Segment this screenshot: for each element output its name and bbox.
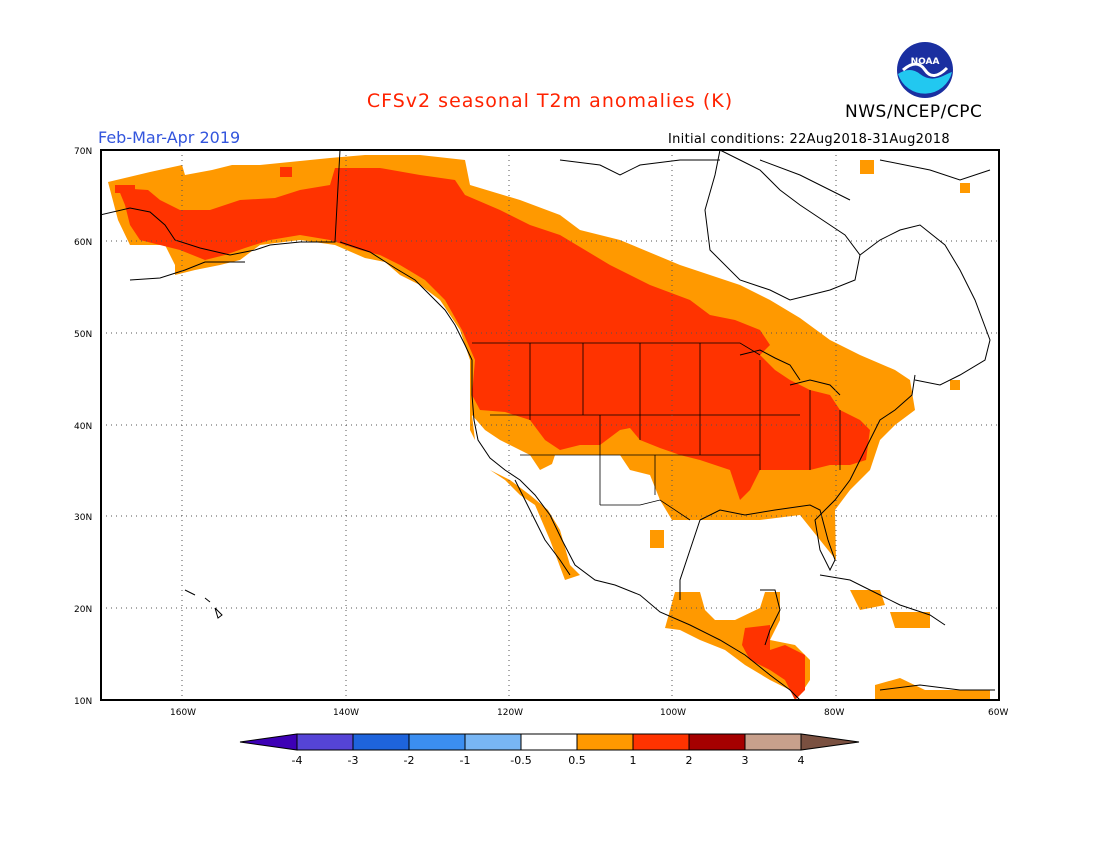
lon-axis: 160W 140W 120W 100W 80W 60W	[170, 708, 1008, 718]
lat-tick-label: 10N	[74, 697, 92, 707]
colorbar-label: -3	[348, 754, 359, 767]
lon-tick-label: 100W	[660, 708, 686, 718]
colorbar-label: 0.5	[568, 754, 586, 767]
lat-axis: 70N 60N 50N 40N 30N 20N 10N	[74, 147, 92, 707]
grid-lines	[101, 150, 999, 700]
colorbar-label: -0.5	[510, 754, 531, 767]
colorbar-swatch	[688, 733, 746, 751]
lon-tick-label: 140W	[333, 708, 359, 718]
colorbar-label: -1	[460, 754, 471, 767]
colorbar-swatch	[576, 733, 634, 751]
anomaly-cell	[650, 530, 664, 548]
coastlines	[101, 150, 995, 700]
colorbar-labels: -4 -3 -2 -1 -0.5 0.5 1 2 3 4	[292, 754, 805, 767]
noaa-logo: NOAA	[897, 42, 953, 98]
colorbar-arrow-left	[239, 733, 298, 751]
colorbar-swatch	[408, 733, 466, 751]
lon-tick-label: 80W	[824, 708, 844, 718]
logo-text: NOAA	[911, 57, 940, 67]
anomaly-cell	[860, 160, 874, 174]
anomaly-cell	[960, 183, 970, 193]
anomaly-region-red-central-america	[742, 625, 805, 700]
lon-tick-label: 120W	[497, 708, 523, 718]
colorbar-label: -2	[404, 754, 415, 767]
colorbar-label: 2	[686, 754, 693, 767]
colorbar-label: 4	[798, 754, 805, 767]
lat-tick-label: 30N	[74, 513, 92, 523]
anomaly-region-orange-caribbean	[850, 590, 990, 700]
anomaly-region-neutral-baja	[500, 455, 535, 482]
initial-conditions: Initial conditions: 22Aug2018-31Aug2018	[668, 132, 950, 147]
lat-tick-label: 20N	[74, 605, 92, 615]
anomaly-cell	[280, 167, 292, 177]
borders	[472, 342, 841, 521]
organization-label: NWS/NCEP/CPC	[845, 102, 983, 122]
anomaly-region-red	[118, 168, 870, 500]
lat-tick-label: 40N	[74, 422, 92, 432]
map-title: CFSv2 seasonal T2m anomalies (K)	[366, 90, 734, 112]
colorbar-swatch	[520, 733, 578, 751]
colorbar	[239, 733, 860, 751]
anomaly-region-neutral-southwest	[545, 455, 630, 505]
anomaly-cell	[950, 380, 960, 390]
colorbar-swatch	[352, 733, 410, 751]
anomaly-cell	[115, 185, 135, 193]
colorbar-label: 1	[630, 754, 637, 767]
colorbar-swatch	[296, 733, 354, 751]
lat-tick-label: 50N	[74, 330, 92, 340]
colorbar-swatch	[744, 733, 802, 751]
anomaly-fields	[108, 155, 990, 700]
lat-tick-label: 70N	[74, 147, 92, 157]
lon-tick-label: 60W	[988, 708, 1008, 718]
lon-tick-label: 160W	[170, 708, 196, 718]
colorbar-label: 3	[742, 754, 749, 767]
colorbar-arrow-right	[800, 733, 860, 751]
colorbar-label: -4	[292, 754, 303, 767]
lat-tick-label: 60N	[74, 238, 92, 248]
map-frame	[100, 149, 1000, 701]
colorbar-swatch	[464, 733, 522, 751]
forecast-period: Feb-Mar-Apr 2019	[98, 128, 241, 147]
colorbar-swatch	[632, 733, 690, 751]
